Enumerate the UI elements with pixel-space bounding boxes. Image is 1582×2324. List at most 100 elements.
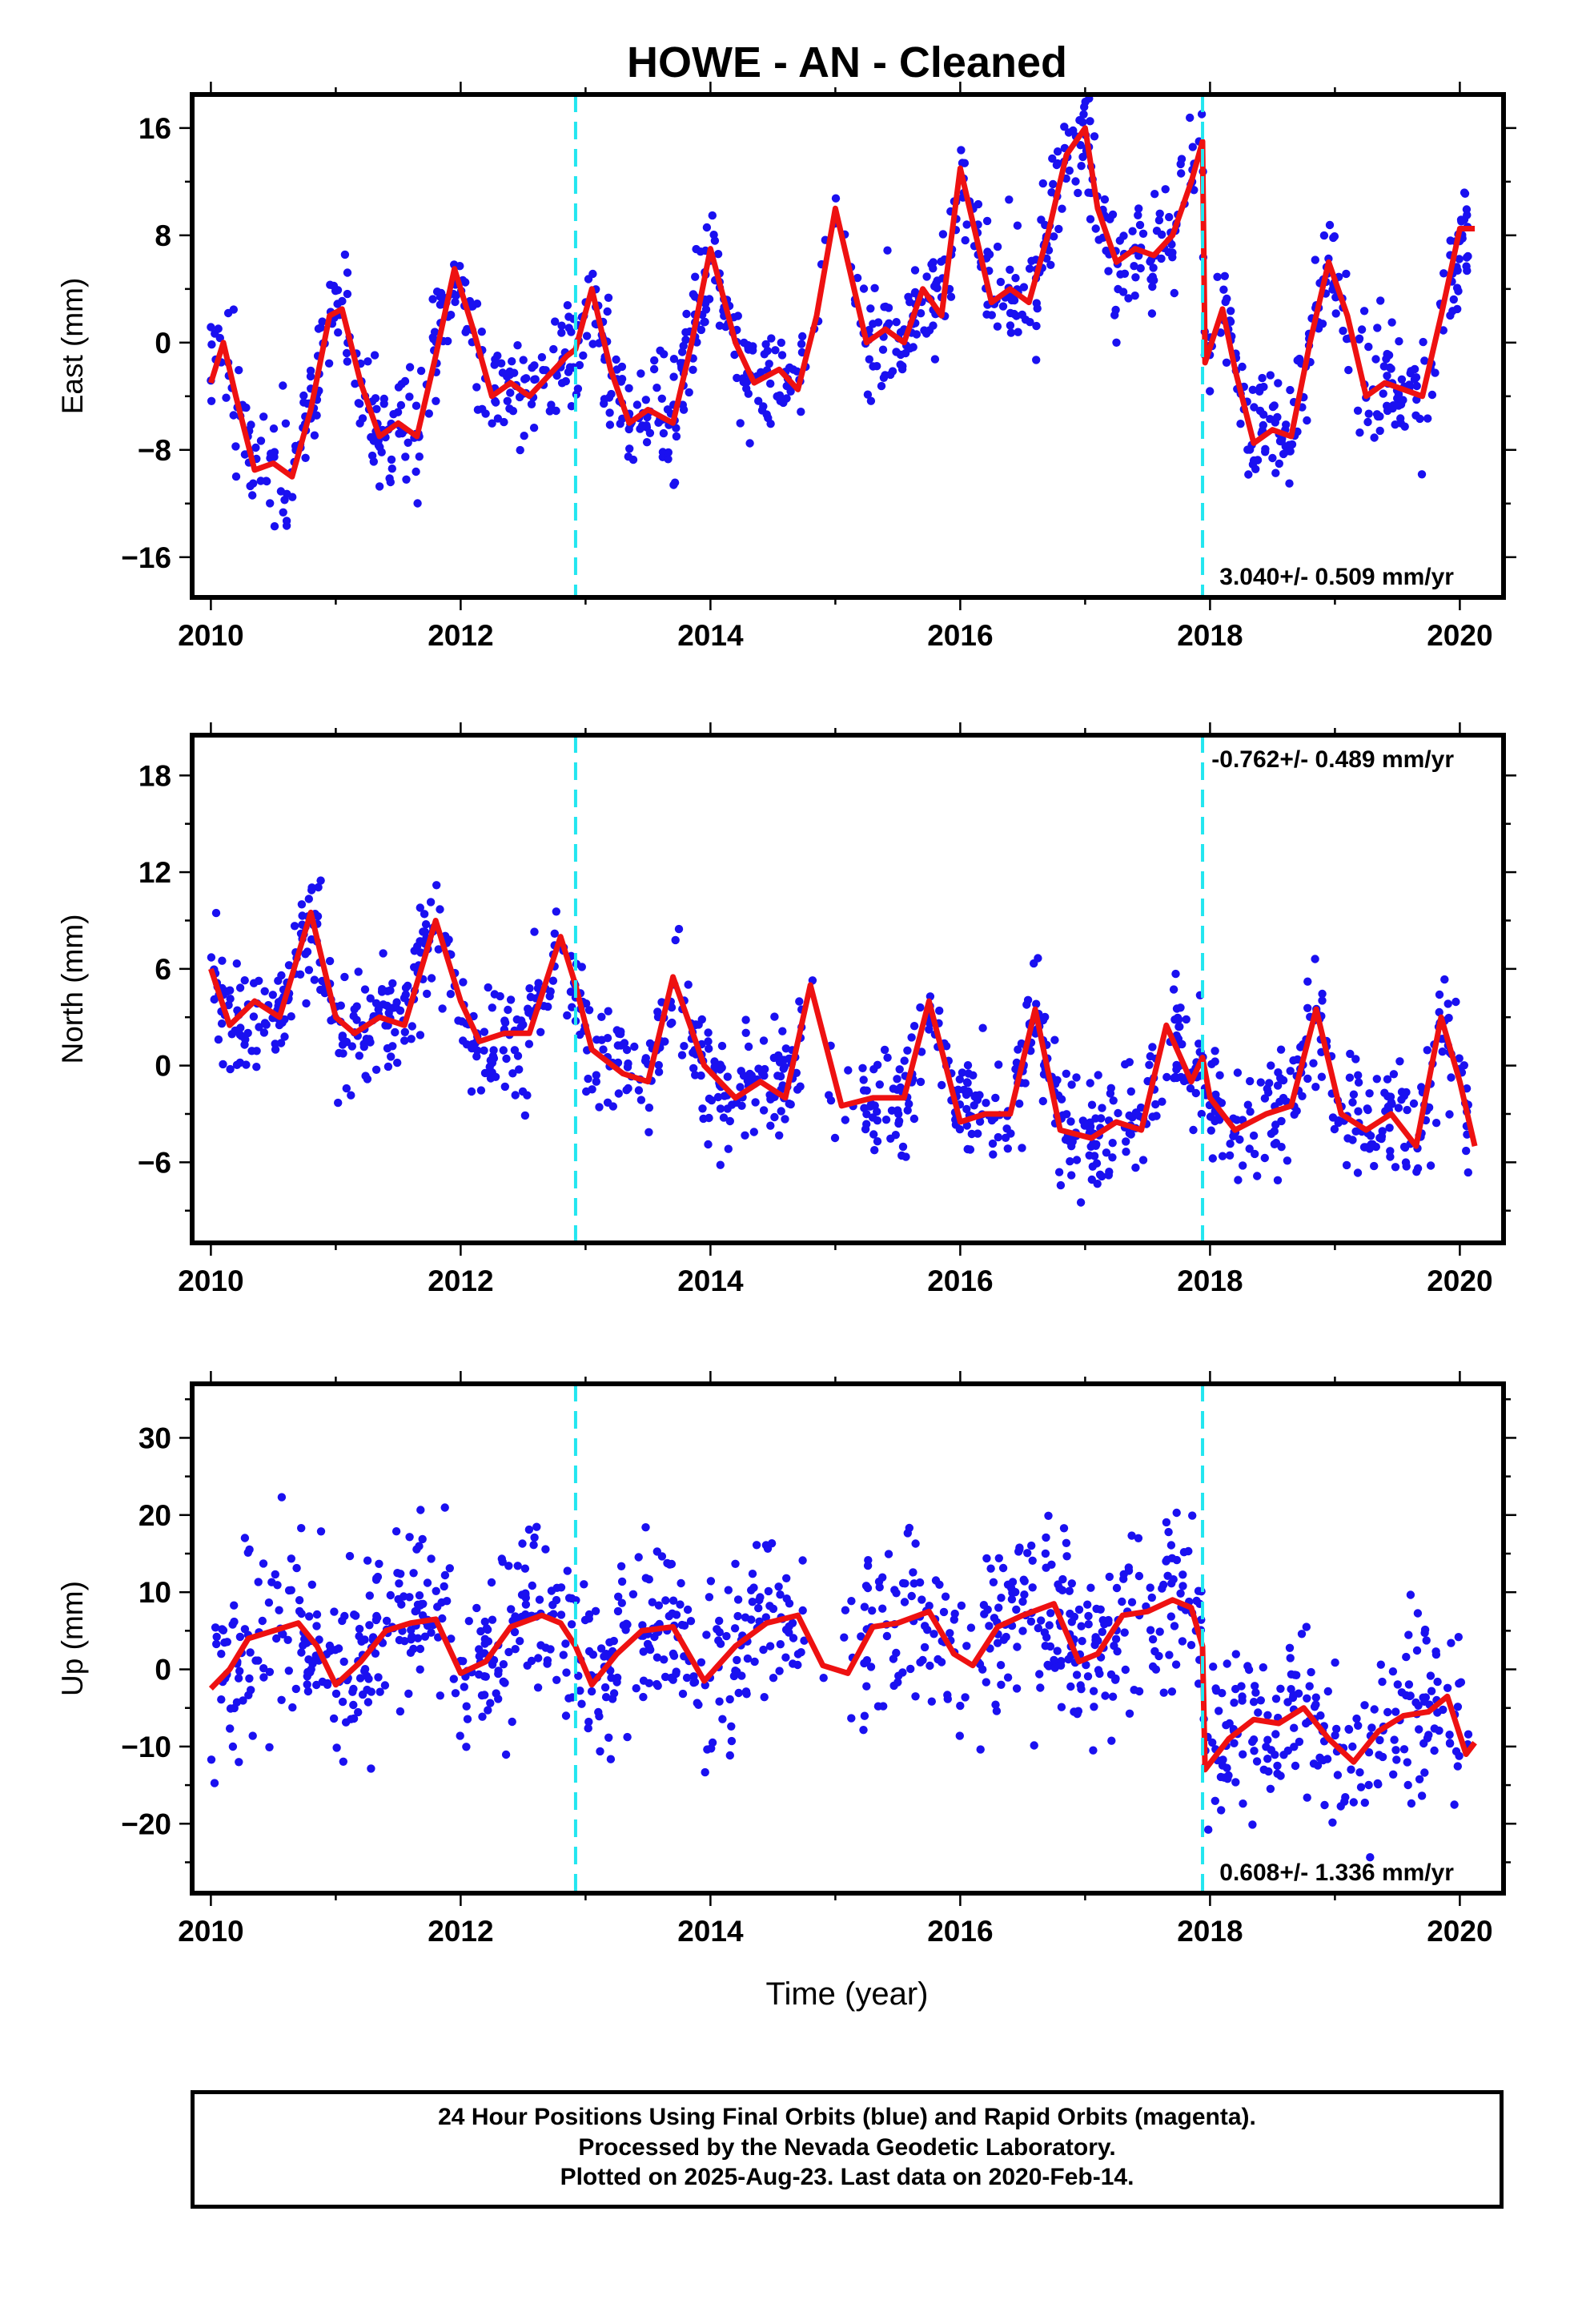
data-point (747, 1586, 756, 1595)
data-point (1108, 1692, 1118, 1701)
x-tick-label: 2014 (677, 1265, 744, 1297)
data-point (1394, 1104, 1403, 1112)
data-point (860, 1711, 869, 1720)
data-point (1464, 1730, 1473, 1739)
data-point (306, 372, 315, 381)
data-point (1025, 264, 1034, 273)
data-point (582, 999, 591, 1008)
data-point (487, 1578, 496, 1587)
data-point (374, 1673, 383, 1682)
data-point (946, 1629, 954, 1638)
data-point (1311, 1083, 1320, 1092)
data-point (1003, 1144, 1013, 1153)
data-point (367, 1764, 375, 1773)
data-point (630, 1042, 639, 1051)
data-point (1387, 1098, 1396, 1107)
data-point (279, 508, 287, 517)
data-point (1212, 1686, 1221, 1695)
data-point (1283, 1698, 1292, 1707)
data-point (1355, 428, 1364, 437)
data-point (969, 1071, 978, 1080)
data-point (866, 1663, 876, 1671)
data-point (1086, 215, 1095, 223)
data-point (1151, 1665, 1161, 1674)
data-point (862, 1110, 871, 1119)
data-point (600, 1652, 608, 1661)
data-point (325, 956, 335, 966)
data-point (432, 287, 442, 296)
data-point (1345, 1073, 1355, 1082)
data-point (316, 324, 325, 332)
data-point (1331, 1731, 1339, 1740)
data-point (515, 1065, 524, 1074)
data-point (1353, 1168, 1363, 1177)
data-point (1448, 307, 1457, 316)
data-point (480, 1046, 488, 1055)
data-point (1274, 379, 1283, 388)
data-point (266, 499, 275, 508)
data-point (254, 1578, 263, 1586)
data-point (606, 1755, 616, 1763)
data-point (416, 1031, 425, 1039)
data-point (584, 1074, 592, 1084)
data-point (214, 324, 223, 333)
data-point (1348, 1098, 1357, 1107)
data-point (982, 1678, 991, 1687)
data-point (1431, 1650, 1441, 1659)
y-tick-label: 20 (139, 1499, 171, 1532)
data-point (1124, 1566, 1134, 1575)
data-point (1383, 1075, 1392, 1084)
y-axis-label: Up (mm) (56, 1581, 89, 1696)
data-point (432, 396, 440, 405)
data-point (1412, 381, 1421, 391)
data-point (312, 1680, 321, 1690)
data-point (1094, 235, 1103, 244)
data-point (535, 1595, 544, 1604)
footer-line-1: 24 Hour Positions Using Final Orbits (bl… (438, 2104, 1256, 2130)
data-point (601, 1693, 611, 1702)
data-point (613, 1606, 623, 1616)
data-point (1399, 1142, 1409, 1152)
data-point (246, 481, 255, 491)
data-point (996, 1661, 1006, 1670)
data-point (217, 1695, 226, 1704)
data-point (1032, 999, 1041, 1008)
data-point (1098, 1616, 1107, 1625)
data-point (582, 1087, 591, 1096)
data-point (636, 1096, 646, 1104)
data-point (1238, 1696, 1247, 1705)
data-point (1095, 1170, 1105, 1180)
data-point (249, 1012, 259, 1021)
data-point (1303, 1003, 1312, 1013)
data-point (521, 1600, 531, 1609)
data-point (1438, 1047, 1447, 1056)
data-point (303, 1680, 311, 1689)
data-point (875, 1080, 885, 1089)
data-point (217, 1650, 226, 1659)
data-point (1412, 1646, 1422, 1655)
data-point (1271, 1751, 1279, 1759)
data-point (1211, 1047, 1219, 1055)
data-point (935, 1006, 944, 1015)
data-point (1234, 1176, 1243, 1184)
data-point (1044, 1511, 1053, 1521)
data-point (1027, 1541, 1036, 1550)
data-point (1122, 1148, 1130, 1156)
data-point (1311, 955, 1319, 963)
data-point (682, 309, 691, 319)
data-point (1108, 210, 1118, 219)
data-point (580, 1580, 588, 1589)
data-point (416, 366, 426, 376)
data-point (211, 1623, 220, 1632)
data-point (664, 455, 673, 464)
data-point (1014, 328, 1022, 336)
data-point (789, 365, 798, 374)
data-points-north (207, 876, 1473, 1207)
data-point (1023, 995, 1033, 1005)
data-point (1083, 1672, 1093, 1681)
data-point (1323, 1755, 1332, 1763)
data-point (648, 1598, 656, 1606)
data-point (1348, 1742, 1357, 1751)
data-point (1003, 1673, 1013, 1682)
data-point (1215, 1071, 1224, 1080)
